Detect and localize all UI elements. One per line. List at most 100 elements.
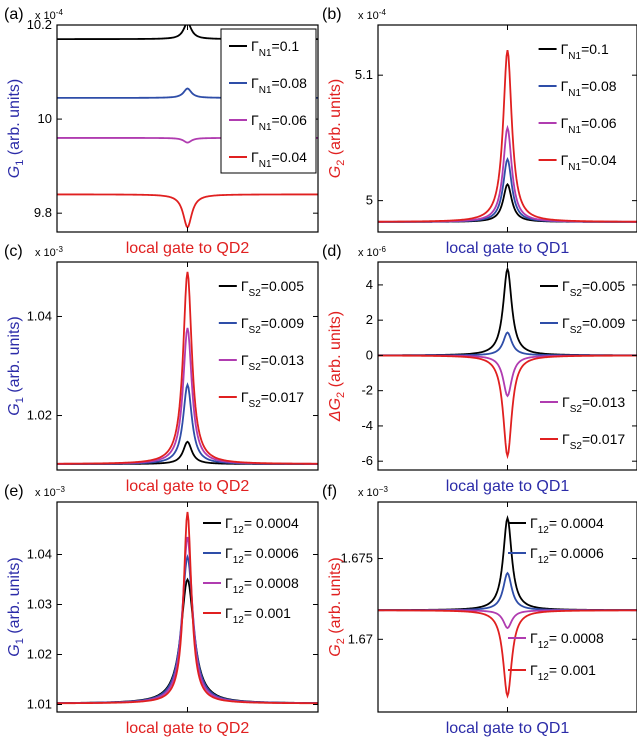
legend-symbol: Γ [251, 149, 259, 165]
legend-sub: N1 [568, 88, 581, 99]
legend-symbol: Γ [241, 315, 249, 331]
legend-sub: S2 [570, 288, 583, 299]
legend-symbol: Γ [251, 75, 259, 91]
legend-value: =0.013 [582, 394, 625, 410]
legend-sub: S2 [249, 362, 262, 373]
series-line-4 [378, 609, 637, 699]
exponent-label: x 10-4 [35, 8, 63, 22]
legend-symbol: Γ [530, 662, 538, 678]
legend-symbol: Γ [561, 115, 569, 131]
legend-sub: N1 [568, 51, 581, 62]
legend-entry: ΓS2=0.013 [562, 394, 625, 415]
panel-label: (e) [4, 483, 24, 500]
y-label-symbol: G [327, 166, 344, 178]
series-line-1 [57, 440, 318, 465]
exponent-base: x 10 [35, 10, 56, 22]
y-label-symbol: ΔG [327, 398, 344, 422]
series-line-1 [57, 577, 318, 704]
legend-entry: Γ12= 0.0004 [225, 515, 299, 536]
legend-entry: ΓS2=0.005 [241, 278, 304, 299]
legend-entry: ΓS2=0.017 [241, 389, 304, 410]
y-tick-label: -2 [361, 383, 373, 398]
legend-symbol: Γ [562, 394, 570, 410]
panel-label: (d) [322, 243, 342, 260]
legend-symbol: Γ [241, 352, 249, 368]
y-label-sub: 1 [14, 638, 26, 644]
series-group [57, 271, 318, 465]
legend-symbol: Γ [562, 278, 570, 294]
y-axis-label: G1 (arb. units) [6, 316, 26, 416]
legend-entry: ΓN1=0.1 [251, 38, 299, 59]
exponent-base: x 10 [358, 10, 379, 22]
legend-symbol: Γ [530, 630, 538, 646]
y-axis-label: G2 (arb. units) [327, 557, 347, 657]
legend-symbol: Γ [530, 545, 538, 561]
y-label-sub: 1 [14, 160, 26, 166]
legend-sub: 12 [538, 640, 550, 651]
exponent-power: -3 [56, 245, 64, 254]
series-group [57, 511, 318, 705]
legend-entry: ΓS2=0.013 [241, 352, 304, 373]
legend-symbol: Γ [251, 38, 259, 54]
panel-label: (a) [4, 6, 24, 23]
x-axis-label: local gate to QD2 [126, 478, 250, 495]
series-line-2 [378, 331, 637, 357]
legend-sub: 12 [538, 555, 550, 566]
legend-sub: N1 [259, 159, 272, 170]
exponent-power: -4 [56, 8, 64, 17]
legend-entry: ΓS2=0.005 [562, 278, 625, 299]
series-line-4 [57, 193, 318, 229]
series-line-2 [378, 157, 637, 223]
exponent-label: x 10-3 [35, 245, 63, 259]
y-label-units: (arb. units) [6, 79, 23, 160]
y-axis-label: ΔG2 (arb. units) [327, 311, 347, 422]
y-tick-label: 1.04 [27, 308, 52, 323]
series-line-3 [378, 124, 637, 223]
y-axis-label: G2 (arb. units) [327, 79, 347, 179]
legend-sub: S2 [249, 288, 262, 299]
y-label-symbol: G [327, 644, 344, 656]
exponent-label: x 10-6 [358, 245, 386, 259]
legend-sub: N1 [259, 85, 272, 96]
y-tick-label: -4 [361, 418, 373, 433]
y-label-units: (arb. units) [6, 316, 23, 397]
panel-c: (c) x 10-3 1.02 1.04 local gate to QD2 G1 (ar… [4, 243, 319, 495]
exponent-label: x 10−3 [35, 485, 65, 499]
legend-entry: Γ12= 0.0006 [530, 545, 604, 566]
y-tick-label: 1.02 [27, 647, 52, 662]
legend-sub: 12 [233, 555, 245, 566]
legend-sub: S2 [570, 325, 583, 336]
legend-symbol: Γ [225, 575, 233, 591]
y-axis-label: G1 (arb. units) [6, 557, 26, 657]
legend-value: =0.1 [272, 38, 300, 54]
panel-e: (e) x 10−3 1.01 1.02 1.03 1.04 local gate to Q… [4, 483, 319, 737]
exponent-power: -4 [379, 8, 387, 17]
x-axis-label: local gate to QD2 [126, 240, 250, 257]
series-group [378, 266, 637, 460]
legend-symbol: Γ [225, 605, 233, 621]
series-line-1 [378, 182, 637, 223]
y-tick-label: 9.8 [34, 205, 52, 220]
exponent-label: x 10-4 [358, 8, 386, 22]
legend-value: =0.04 [581, 152, 617, 168]
legend-entry: ΓN1=0.08 [561, 78, 617, 99]
legend-symbol: Γ [225, 515, 233, 531]
y-label-sub: 2 [335, 638, 347, 644]
legend-symbol: Γ [530, 515, 538, 531]
legend-sub: S2 [570, 441, 583, 452]
x-axis-label: local gate to QD1 [446, 478, 570, 495]
y-label-sub: 2 [335, 160, 347, 166]
plot-frame [377, 501, 637, 713]
legend-sub: S2 [570, 404, 583, 415]
y-label-symbol: G [6, 166, 23, 178]
legend-symbol: Γ [241, 389, 249, 405]
series-line-3 [378, 354, 637, 398]
legend-value: = 0.001 [549, 662, 596, 678]
series-line-2 [378, 571, 637, 612]
exponent-label: x 10−3 [358, 485, 388, 499]
legend-entry: Γ12= 0.0006 [225, 545, 299, 566]
legend-entry: ΓN1=0.04 [561, 152, 617, 173]
